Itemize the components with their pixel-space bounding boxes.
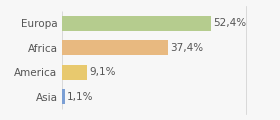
Bar xyxy=(62,89,65,104)
Text: 52,4%: 52,4% xyxy=(213,18,246,28)
Bar xyxy=(62,16,211,31)
Bar xyxy=(62,65,87,80)
Bar xyxy=(62,40,168,55)
Text: 9,1%: 9,1% xyxy=(90,67,116,77)
Text: 1,1%: 1,1% xyxy=(67,92,94,102)
Text: 37,4%: 37,4% xyxy=(170,43,203,53)
